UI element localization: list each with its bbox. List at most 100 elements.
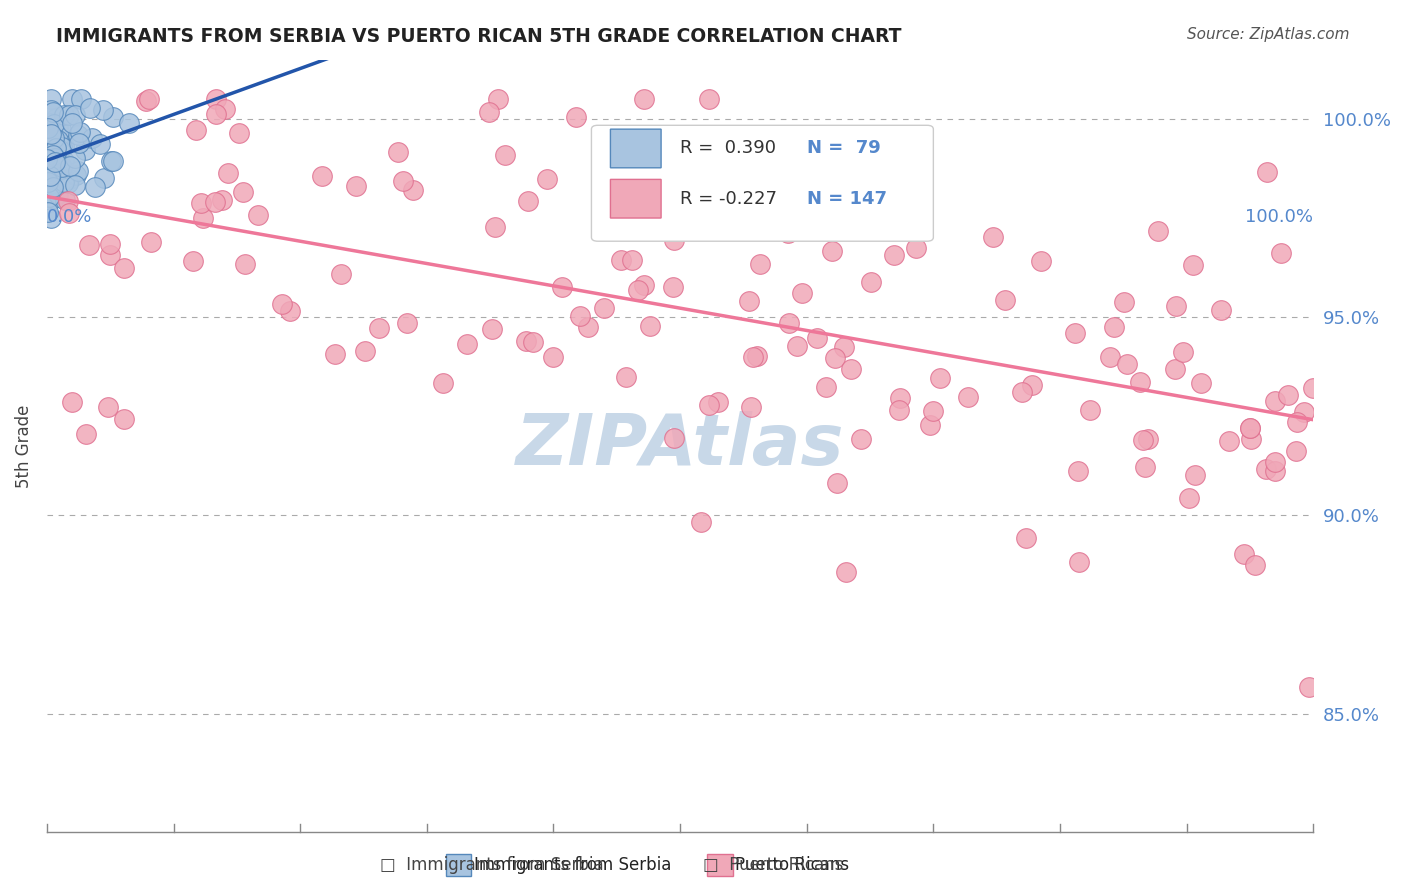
Point [41,177,63,191]
Point [749,257,772,271]
Point [860,275,883,289]
Point [1264,455,1286,469]
Text: R = -0.227: R = -0.227 [681,190,778,208]
Point [63,178,86,192]
Point [456,337,478,351]
Point [778,211,800,225]
Point [697,398,720,412]
Point [39,162,62,177]
Point [1218,434,1240,449]
Text: 0.0%: 0.0% [46,208,93,226]
Point [39,170,62,185]
Point [38,150,60,164]
Point [1164,299,1187,313]
Point [271,296,294,310]
Point [662,431,685,445]
Point [53,172,76,186]
Point [60,92,83,106]
Point [112,412,135,426]
Point [58,107,80,121]
Text: N =  79: N = 79 [807,139,880,158]
Point [494,148,516,162]
Point [51,139,73,153]
Point [42,117,65,131]
Point [1239,421,1261,435]
Point [889,391,911,405]
Point [69,92,91,106]
Point [745,349,768,363]
Point [37,152,59,166]
Point [98,237,121,252]
Point [662,279,685,293]
Point [38,144,60,158]
Point [75,426,97,441]
Point [1184,467,1206,482]
Point [569,310,592,324]
Point [53,175,76,189]
Point [593,301,616,315]
Point [994,293,1017,307]
Text: Puerto Ricans: Puerto Ricans [735,856,849,874]
Point [183,254,205,268]
Point [717,161,740,176]
Bar [707,854,733,876]
Point [640,319,662,334]
Point [1112,294,1135,309]
Point [37,174,59,188]
Point [1011,384,1033,399]
Point [1098,351,1121,365]
Point [39,103,62,117]
Point [39,167,62,181]
Point [367,321,389,335]
Point [1256,165,1278,179]
Y-axis label: 5th Grade: 5th Grade [15,404,32,488]
Point [41,104,63,119]
Point [42,159,65,173]
Point [204,107,226,121]
Point [42,133,65,147]
Point [39,127,62,141]
Point [103,110,125,124]
Text: Source: ZipAtlas.com: Source: ZipAtlas.com [1187,27,1350,42]
Point [1298,680,1320,694]
Point [481,322,503,336]
Point [821,244,844,258]
Point [1264,394,1286,409]
Point [37,205,59,219]
Point [737,294,759,309]
Point [46,187,69,202]
Point [1029,253,1052,268]
Point [60,395,83,409]
Point [135,94,157,108]
Point [60,116,83,130]
Point [1021,377,1043,392]
Text: IMMIGRANTS FROM SERBIA VS PUERTO RICAN 5TH GRADE CORRELATION CHART: IMMIGRANTS FROM SERBIA VS PUERTO RICAN 5… [56,27,901,45]
Point [49,143,72,157]
Point [1254,462,1277,476]
Point [66,164,89,178]
Point [633,277,655,292]
Point [1181,258,1204,272]
Point [1294,405,1316,419]
Point [396,316,419,330]
Point [44,151,66,165]
FancyBboxPatch shape [610,179,661,218]
Point [56,194,79,209]
Point [956,390,979,404]
Text: 100.0%: 100.0% [1246,208,1313,226]
Point [516,194,538,208]
Point [100,248,122,262]
Point [515,334,537,349]
Point [103,154,125,169]
Point [45,165,67,179]
Point [37,130,59,145]
Point [205,92,228,106]
Point [1177,491,1199,505]
Point [981,230,1004,244]
Point [79,101,101,115]
Point [391,173,413,187]
Point [1133,459,1156,474]
Bar [446,854,471,876]
Point [541,350,564,364]
Point [576,320,599,334]
